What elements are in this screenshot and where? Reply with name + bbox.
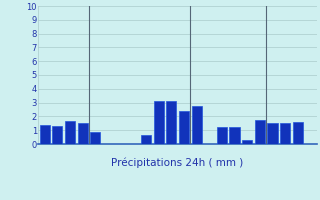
- Bar: [268, 123, 277, 144]
- X-axis label: Précipitations 24h ( mm ): Précipitations 24h ( mm ): [111, 158, 244, 168]
- Bar: [191, 106, 202, 144]
- Bar: [179, 111, 189, 144]
- Bar: [217, 127, 227, 144]
- Bar: [242, 140, 252, 144]
- Bar: [52, 126, 62, 144]
- Bar: [255, 120, 265, 144]
- Bar: [154, 101, 164, 144]
- Bar: [166, 101, 176, 144]
- Bar: [229, 127, 240, 144]
- Bar: [40, 125, 50, 144]
- Bar: [280, 123, 290, 144]
- Bar: [141, 135, 151, 144]
- Bar: [65, 121, 75, 144]
- Bar: [90, 132, 100, 144]
- Bar: [78, 123, 88, 144]
- Bar: [293, 122, 303, 144]
